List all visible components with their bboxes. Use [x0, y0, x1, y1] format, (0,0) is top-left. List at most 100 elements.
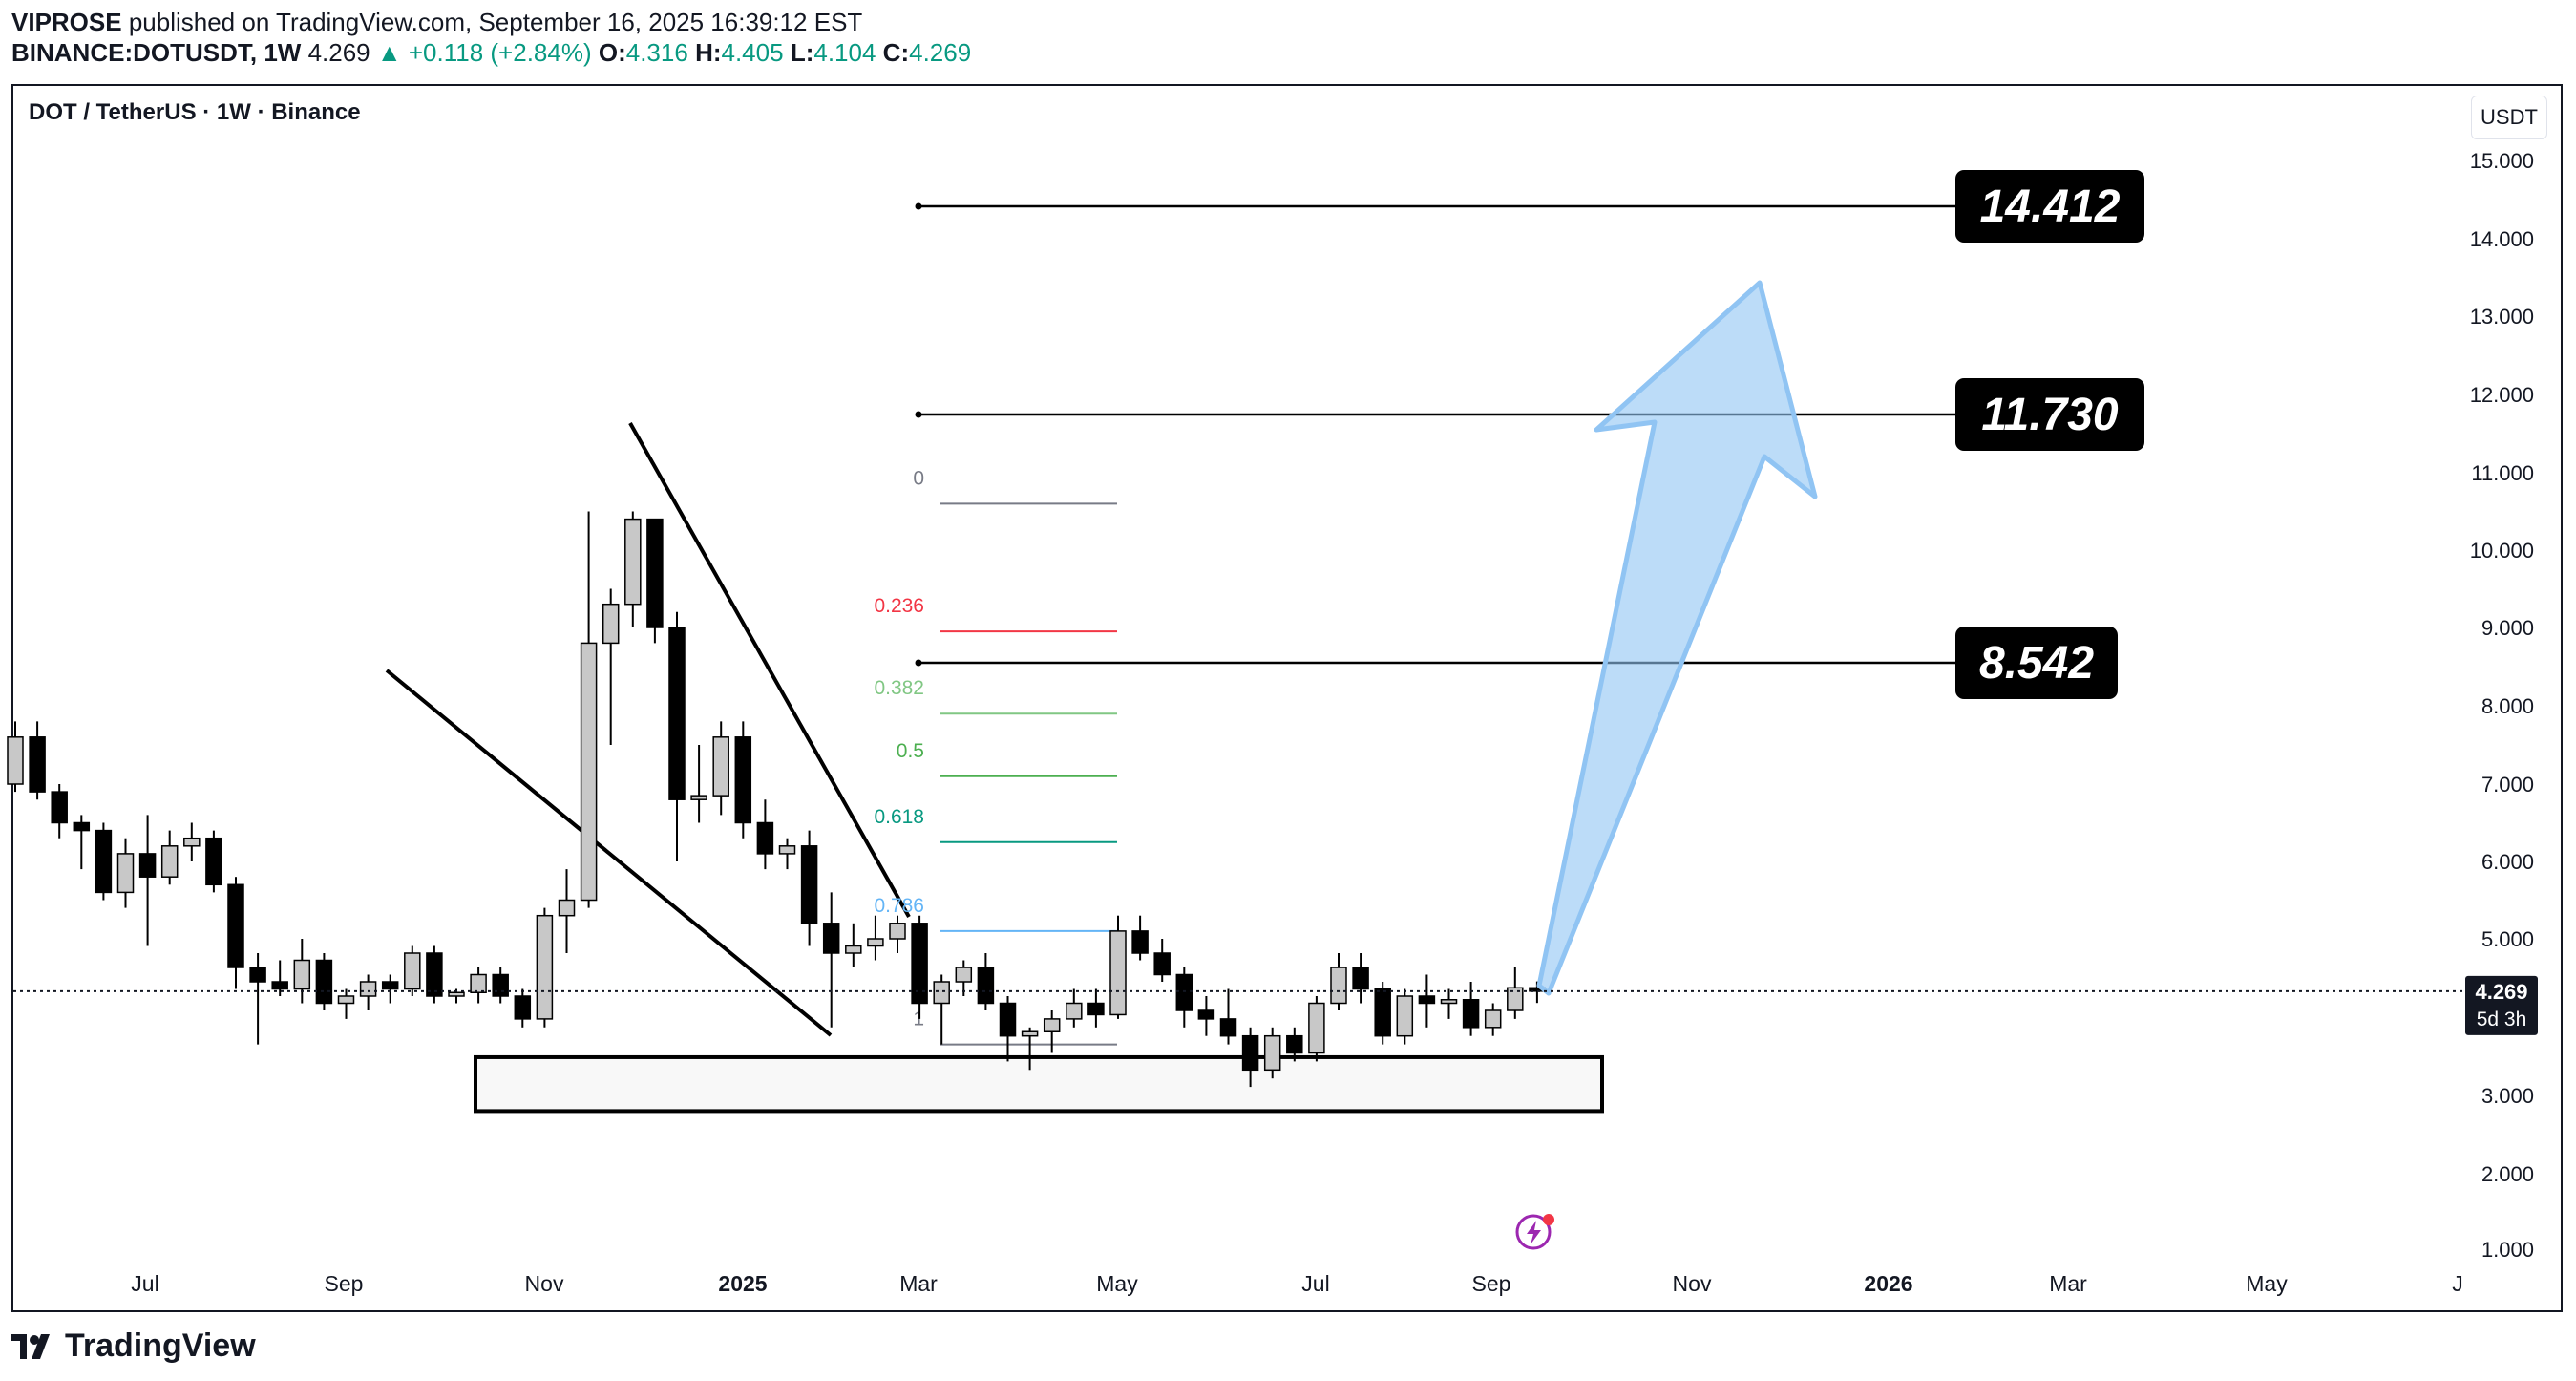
candle[interactable] [29, 721, 46, 800]
candle[interactable] [867, 915, 884, 961]
candle[interactable] [315, 953, 333, 1010]
y-axis-tick-label: 6.000 [2481, 850, 2534, 874]
lightning-icon[interactable] [1515, 1214, 1554, 1250]
candle[interactable] [1131, 915, 1149, 961]
candle[interactable] [580, 511, 598, 908]
y-axis-tick-label: 2.000 [2481, 1162, 2534, 1186]
candle[interactable] [734, 721, 752, 839]
candle[interactable] [138, 815, 157, 946]
candle[interactable] [249, 953, 266, 1045]
x-axis-tick-label: J [2452, 1271, 2463, 1296]
candle[interactable] [492, 967, 509, 1004]
y-axis-tick-label: 13.000 [2470, 305, 2534, 329]
candle[interactable] [624, 511, 642, 628]
target-price-label-box[interactable] [1955, 378, 2144, 451]
candle[interactable] [183, 822, 201, 862]
candle[interactable] [822, 892, 840, 1028]
candle[interactable] [1066, 988, 1083, 1028]
candle[interactable] [293, 939, 311, 1004]
candle[interactable] [1175, 967, 1193, 1028]
candle[interactable] [1418, 974, 1436, 1028]
candle[interactable] [95, 822, 113, 901]
candle[interactable] [712, 721, 729, 816]
candle[interactable] [1330, 953, 1347, 1010]
tradingview-logo-icon [11, 1332, 55, 1361]
candle[interactable] [381, 974, 399, 1004]
candle[interactable] [404, 945, 421, 997]
target-arrow[interactable] [1536, 280, 1818, 996]
candle[interactable] [1087, 988, 1105, 1028]
candle[interactable] [1462, 982, 1480, 1036]
candle[interactable] [602, 588, 620, 746]
candle[interactable] [1374, 982, 1391, 1045]
candle[interactable] [999, 996, 1017, 1062]
candle[interactable] [933, 974, 950, 1045]
candle[interactable] [73, 815, 91, 870]
candle[interactable] [1352, 953, 1369, 1004]
candle[interactable] [1241, 1027, 1259, 1088]
fib-level-label: 0.786 [874, 895, 924, 917]
countdown-label: 5d 3h [2477, 1009, 2527, 1030]
candle[interactable] [514, 988, 532, 1028]
candle[interactable] [1043, 1010, 1061, 1053]
candle[interactable] [756, 799, 774, 870]
target-price-label-box[interactable] [1955, 170, 2144, 243]
candle[interactable] [1308, 996, 1325, 1062]
candle[interactable] [889, 915, 906, 953]
candle[interactable] [116, 838, 135, 908]
candle[interactable] [1286, 1027, 1303, 1062]
candle[interactable] [271, 960, 288, 997]
chart-frame[interactable] [11, 84, 2563, 1312]
tradingview-brand[interactable]: TradingView [11, 1328, 256, 1365]
candle[interactable] [160, 830, 179, 885]
candle[interactable] [690, 745, 707, 823]
wedge-upper-line[interactable] [628, 422, 911, 918]
candle[interactable] [227, 877, 244, 989]
currency-button[interactable]: USDT [2471, 96, 2547, 139]
candle[interactable] [426, 945, 443, 1004]
target-price-label: 14.412 [1980, 181, 2121, 232]
fib-level-label: 1 [913, 1009, 924, 1030]
candle[interactable] [470, 967, 487, 1004]
candle[interactable] [977, 953, 995, 1010]
x-axis-tick-label: Sep [1472, 1271, 1511, 1296]
candle[interactable] [536, 907, 554, 1028]
candle[interactable] [1021, 1027, 1039, 1071]
support-zone[interactable] [474, 1054, 1604, 1114]
candle[interactable] [7, 721, 24, 793]
candle[interactable] [205, 830, 222, 893]
candle[interactable] [955, 960, 973, 997]
candle[interactable] [646, 518, 664, 644]
candle[interactable] [1197, 996, 1215, 1036]
candle[interactable] [911, 915, 928, 1019]
candle[interactable] [1109, 915, 1127, 1019]
y-axis-tick-label: 11.000 [2471, 461, 2534, 485]
candle[interactable] [845, 923, 862, 967]
target-price-label: 8.542 [1979, 638, 2094, 689]
candle[interactable] [1263, 1027, 1281, 1079]
x-axis-tick-label: Nov [525, 1271, 564, 1296]
target-price-label-box[interactable] [1955, 627, 2118, 699]
candle[interactable] [778, 838, 796, 870]
candle[interactable] [51, 784, 68, 839]
last-price-badge[interactable] [2465, 975, 2538, 1035]
candle[interactable] [668, 611, 686, 861]
published-text: published on TradingView.com, September … [128, 8, 863, 36]
candle[interactable] [1219, 988, 1237, 1045]
candle[interactable] [1484, 1003, 1502, 1036]
wedge-lower-line[interactable] [385, 669, 833, 1037]
high-label: H: [695, 38, 722, 67]
candle[interactable] [1396, 988, 1414, 1045]
candle[interactable] [1440, 988, 1458, 1019]
candle[interactable] [359, 974, 377, 1011]
x-axis-tick-label: Jul [131, 1271, 158, 1296]
x-axis-tick-label: 2025 [718, 1271, 767, 1296]
candle[interactable] [337, 988, 355, 1019]
candle[interactable] [558, 869, 576, 953]
candle[interactable] [1153, 939, 1171, 982]
symbol-info: BINANCE:DOTUSDT, 1W 4.269 ▲ +0.118 (+2.8… [11, 38, 971, 68]
candle[interactable] [1507, 967, 1524, 1019]
candle[interactable] [800, 830, 818, 946]
chart-title: DOT / TetherUS · 1W · Binance [29, 99, 361, 125]
